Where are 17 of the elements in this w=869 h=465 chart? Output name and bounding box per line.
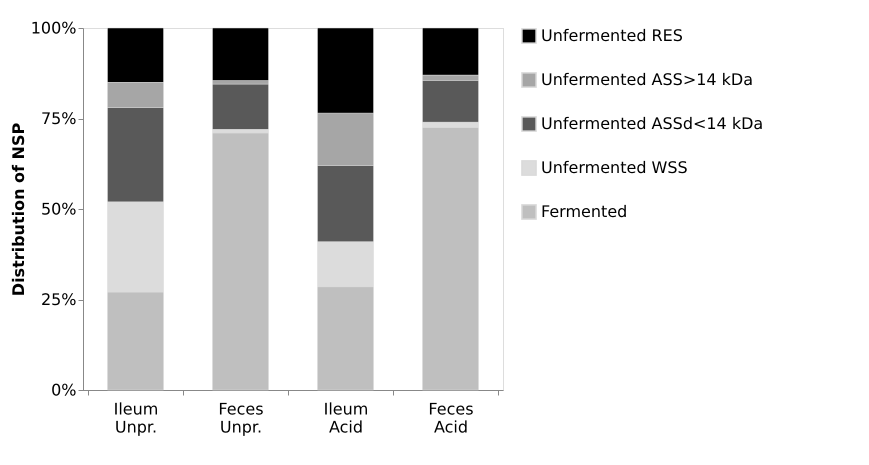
x-tick-label: Ileum Acid	[324, 400, 368, 436]
legend-label: Unfermented WSS	[541, 158, 688, 177]
x-tick-label: Feces Unpr.	[218, 400, 264, 436]
y-tick-label: 50%	[40, 200, 76, 218]
y-tick-label: 100%	[30, 18, 76, 38]
y-axis-title: Distribution of NSP	[8, 122, 28, 296]
bar	[212, 132, 269, 390]
y-tick-label: 75%	[40, 109, 76, 128]
y-tick-label: 0%	[51, 380, 76, 400]
legend-label: Unfermented ASS>14 kDa	[541, 70, 754, 89]
bar	[212, 84, 269, 130]
legend-label: Unfermented ASSd<14 kDa	[541, 114, 764, 133]
legend-label: Unfermented RES	[541, 26, 683, 45]
x-tick-label: Ileum Unpr.	[114, 400, 158, 436]
y-tick-label: 25%	[40, 290, 76, 309]
x-tick-label: Feces Acid	[428, 400, 474, 436]
legend-label: Fermented	[541, 202, 628, 221]
